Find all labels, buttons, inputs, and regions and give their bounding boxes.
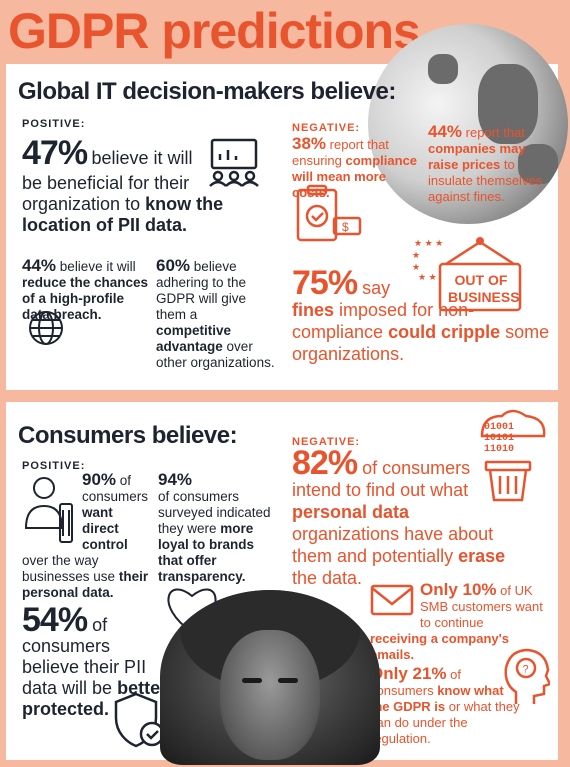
it-negative-label: NEGATIVE: (292, 122, 361, 134)
head-question-icon: ? (502, 648, 550, 706)
it-stat-38: 38% report that ensuring compliance will… (292, 134, 418, 200)
envelope-icon (370, 584, 414, 616)
sign-text: OUT OF BUSINESS (448, 272, 520, 305)
consumer-heading: Consumers believe: (18, 422, 238, 449)
binary-line-2: 10101 (484, 433, 515, 444)
it-positive-label: POSITIVE: (22, 118, 86, 130)
it-stat-44a: 44% believe it will reduce the chances o… (22, 256, 149, 322)
it-stat-75: 75% say fines imposed for non-compliance… (292, 264, 550, 364)
trash-binary-icon: 01001 10101 11010 (472, 406, 552, 506)
it-stat-60: 60% believe adhering to the GDPR will gi… (156, 256, 275, 370)
globe-image (368, 24, 568, 224)
consumer-stat-94: 94% of consumers surveyed indicated they… (158, 470, 271, 584)
presentation-icon (204, 138, 264, 188)
binary-line-3: 11010 (484, 444, 515, 455)
it-heading: Global IT decision-makers believe: (18, 78, 396, 105)
globe-network-icon (26, 308, 66, 348)
consumer-negative-label: NEGATIVE: (292, 436, 361, 448)
it-stat-44b: 44% report that companies may raise pric… (428, 122, 543, 204)
svg-text:?: ? (523, 664, 529, 676)
consumer-stat-82: 82% of consumers intend to find out what… (292, 444, 506, 588)
woman-face-image (160, 590, 380, 765)
svg-text:★: ★ (412, 250, 420, 260)
svg-text:$: $ (342, 220, 349, 234)
clipboard-money-icon: $ (294, 184, 364, 246)
out-of-business-sign-icon: ★ ★ ★ ★ ★ ★ ★ OUT OF BUSINESS (412, 232, 552, 322)
binary-line-1: 01001 (484, 422, 515, 433)
consumer-positive-label: POSITIVE: (22, 460, 86, 472)
consumer-stat-10: Only 10% of UK SMB customers want to con… (370, 580, 543, 662)
consumer-stat-21: Only 21% of consumers know what the GDPR… (370, 664, 520, 746)
consumer-stat-54: 54% of consumers believe their PII data … (22, 601, 168, 719)
consumer-stat-90: 90% of consumers want direct control ove… (22, 470, 149, 600)
it-stat-47: 47% believe it will be beneficial for th… (22, 134, 224, 235)
person-lock-icon (22, 474, 78, 544)
page-title: GDPR predictions (8, 3, 421, 59)
svg-text:★: ★ (412, 262, 420, 272)
consumer-panel: Consumers believe: POSITIVE: 90% of cons… (6, 402, 558, 760)
svg-text:★ ★ ★: ★ ★ ★ (414, 238, 443, 248)
svg-text:★ ★: ★ ★ (418, 272, 437, 282)
it-panel: Global IT decision-makers believe: POSIT… (6, 24, 568, 390)
